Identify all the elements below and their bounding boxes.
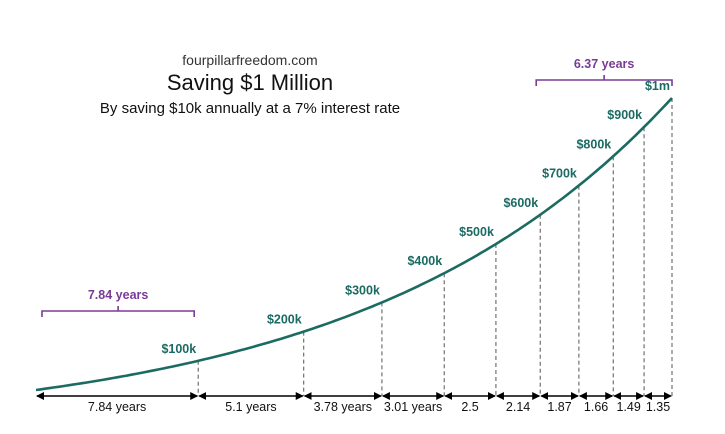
bracket — [535, 75, 673, 86]
bracket-label: 6.37 years — [574, 57, 635, 71]
interval-label: 5.1 years — [225, 400, 276, 414]
milestone-label: $100k — [161, 342, 196, 356]
interval-label: 3.78 years — [314, 400, 372, 414]
milestone-label: $600k — [503, 196, 538, 210]
title-block: fourpillarfreedom.com Saving $1 Million … — [60, 52, 440, 117]
chart-title: Saving $1 Million — [166, 70, 334, 95]
annotation-brackets: 7.84 years 6.37 years — [41, 57, 673, 317]
interval-labels: 7.84 years 5.1 years 3.78 years 3.01 years 2… — [88, 400, 670, 414]
savings-curve — [35, 97, 673, 392]
interval-label: 1.49 — [616, 400, 640, 414]
interval-label: 2.5 — [461, 400, 478, 414]
interval-label: 1.35 — [646, 400, 670, 414]
interval-label: 3.01 years — [384, 400, 442, 414]
interval-label: 1.87 — [547, 400, 571, 414]
interval-label: 2.14 — [506, 400, 530, 414]
chart-subtitle: By saving $10k annually at a 7% interest… — [99, 100, 401, 117]
bracket-label: 7.84 years — [88, 288, 149, 302]
milestone-label: $400k — [407, 254, 442, 268]
milestone-label: $500k — [459, 225, 494, 239]
milestone-label: $300k — [345, 283, 380, 297]
interval-label: 7.84 years — [88, 400, 146, 414]
interval-label: 1.66 — [584, 400, 608, 414]
chart-source: fourpillarfreedom.com — [182, 52, 318, 68]
milestone-label: $1m — [645, 79, 670, 93]
dashed-guide-lines — [197, 98, 673, 396]
milestone-labels: $100k $200k $300k $400k $500k $600k $700k $800k… — [161, 79, 670, 356]
milestone-label: $200k — [267, 313, 302, 327]
bracket — [41, 306, 196, 317]
milestone-label: $700k — [542, 167, 577, 181]
milestone-label: $800k — [576, 137, 611, 151]
milestone-label: $900k — [607, 108, 642, 122]
